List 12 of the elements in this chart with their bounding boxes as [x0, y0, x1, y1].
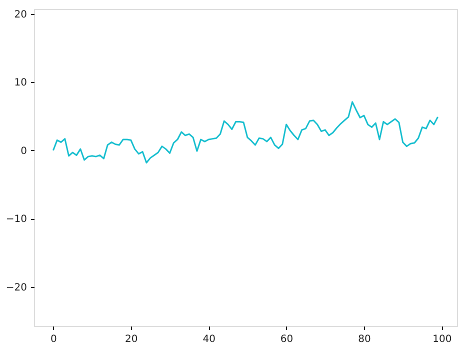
x-tick-label: 40	[202, 334, 216, 345]
y-tick-label: 20	[14, 9, 27, 20]
y-tick-label: 10	[14, 78, 27, 89]
x-tick-label: 100	[432, 334, 452, 345]
y-tick-label: 0	[20, 146, 27, 157]
y-tick-label: −20	[6, 282, 27, 294]
line-series	[52, 101, 439, 164]
x-tick-label: 60	[280, 334, 294, 345]
x-tick-label: 0	[50, 334, 57, 345]
y-tick-label: −10	[6, 214, 27, 226]
x-tick-label: 80	[358, 334, 371, 345]
x-tick-label: 20	[125, 334, 138, 345]
